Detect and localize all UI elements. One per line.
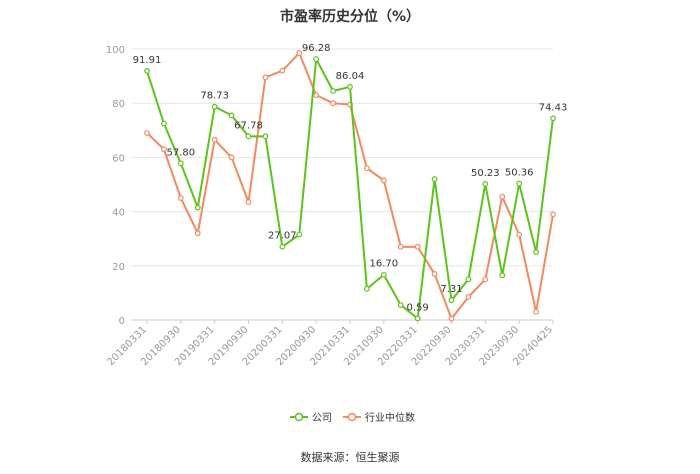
company-series-point: [245, 133, 252, 140]
data-label: 67.78: [234, 120, 263, 131]
company-series-point: [364, 285, 370, 292]
company-series-point: [144, 68, 150, 74]
industry-series-point: [550, 211, 556, 218]
industry-series-point: [228, 154, 235, 161]
industry-series-point: [194, 230, 201, 237]
data-label: 50.36: [505, 168, 534, 179]
company-series-point: [533, 249, 539, 256]
y-tick-label: 60: [112, 153, 125, 164]
legend-industry-label: 行业中位数: [365, 411, 415, 424]
company-series-point: [262, 133, 269, 140]
company-series-point: [448, 297, 455, 304]
industry-series-point: [296, 50, 303, 56]
industry-series-point: [499, 193, 506, 200]
company-series-point: [211, 103, 218, 110]
y-tick-label: 80: [112, 99, 125, 110]
industry-series-point: [245, 199, 252, 206]
y-tick-label: 20: [112, 262, 125, 273]
industry-series-point: [262, 74, 269, 81]
company-series-point: [194, 204, 201, 211]
industry-series-point: [482, 276, 489, 283]
industry-series-point: [364, 165, 370, 172]
data-label: 0.59: [407, 302, 429, 313]
data-label: 27.07: [268, 231, 297, 242]
legend-company-marker: [294, 412, 304, 422]
company-series-point: [414, 315, 421, 322]
y-tick-label: 100: [106, 45, 125, 56]
legend-industry-marker: [347, 412, 357, 422]
company-series-point: [313, 56, 320, 62]
company-series-point: [177, 160, 184, 167]
industry-series-point: [448, 315, 455, 322]
y-tick-label: 0: [119, 316, 125, 327]
industry-series-point: [161, 146, 167, 153]
company-series-point: [279, 243, 286, 250]
company-series-point: [550, 115, 556, 122]
industry-series-point: [330, 100, 336, 107]
company-series-point: [161, 120, 167, 127]
industry-series-point: [533, 308, 539, 315]
industry-series-point: [397, 243, 404, 250]
data-label: 57.80: [167, 147, 196, 158]
industry-series-point: [516, 231, 523, 238]
industry-series-point: [211, 136, 218, 143]
data-label: 91.91: [133, 55, 162, 66]
industry-series-point: [279, 67, 286, 74]
y-tick-label: 40: [112, 208, 125, 219]
industry-series-point: [431, 271, 438, 277]
company-series-point: [228, 112, 235, 119]
company-series-point: [499, 272, 506, 279]
industry-series-point: [313, 92, 320, 98]
company-series-point: [482, 180, 489, 187]
industry-series-point: [177, 195, 184, 201]
industry-series-point: [414, 243, 421, 250]
data-label: 16.70: [370, 259, 399, 270]
company-series-point: [347, 83, 353, 90]
company-series-point: [296, 231, 303, 238]
company-series-point: [330, 88, 336, 94]
chart-title: 市盈率历史分位（%）: [279, 9, 421, 25]
company-series-point: [465, 276, 472, 283]
data-source: 数据来源：恒生聚源: [300, 451, 400, 464]
industry-series-point: [144, 130, 150, 136]
industry-series-point: [465, 294, 472, 300]
data-label: 50.23: [471, 168, 500, 179]
data-label: 74.43: [539, 102, 568, 113]
company-series-point: [397, 302, 404, 308]
company-series-point: [431, 176, 438, 182]
data-label: 86.04: [336, 71, 365, 82]
legend-company-label: 公司: [312, 413, 332, 424]
company-series-point: [380, 271, 387, 278]
data-label: 96.28: [302, 43, 331, 54]
data-label: 78.73: [200, 91, 229, 102]
company-series-point: [516, 180, 523, 187]
industry-series-point: [380, 177, 387, 184]
data-label: 7.31: [440, 284, 462, 295]
